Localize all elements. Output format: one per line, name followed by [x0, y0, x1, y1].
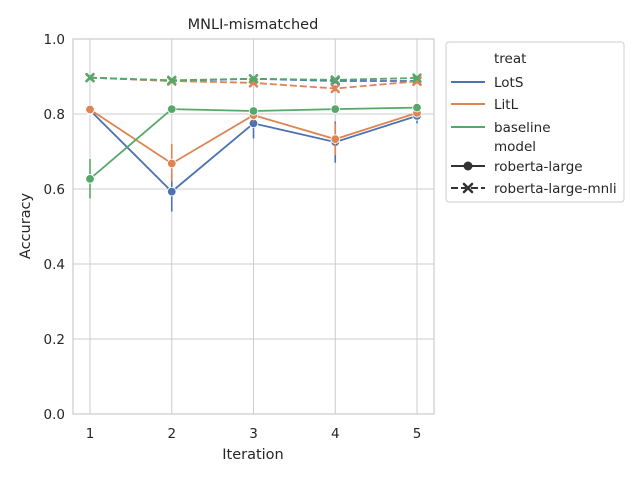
data-point-circle — [85, 104, 95, 115]
data-point-circle — [330, 104, 340, 114]
y-tick-label: 1.0 — [44, 32, 65, 48]
data-point-circle — [167, 186, 177, 197]
data-point-x — [248, 74, 259, 84]
y-axis-label: Accuracy — [18, 192, 34, 259]
legend-marker-circle — [463, 161, 473, 171]
data-point-x — [167, 75, 177, 85]
y-tick-label: 0.0 — [44, 407, 65, 423]
data-point-x — [330, 75, 340, 85]
legend-hue-title: treat — [494, 51, 526, 67]
legend-item-baseline: baseline — [494, 120, 551, 136]
data-point-circle — [412, 102, 422, 113]
y-tick-label: 0.6 — [44, 182, 65, 198]
data-point-circle — [330, 134, 340, 144]
x-tick-label: 5 — [413, 426, 422, 442]
series-baseline-roberta-large-mnli — [85, 72, 422, 85]
legend-item-roberta-large: roberta-large — [494, 159, 583, 175]
x-tick-label: 4 — [331, 426, 340, 442]
legend-marker-x — [462, 182, 474, 194]
plot-frame — [72, 38, 435, 415]
data-point-circle — [248, 106, 259, 116]
y-tick-label: 0.8 — [44, 107, 65, 123]
data-point-x — [412, 73, 422, 83]
data-point-x — [330, 83, 340, 94]
series-baseline-roberta-large — [85, 102, 422, 199]
legend-item-roberta-large-mnli: roberta-large-mnli — [494, 181, 617, 197]
x-tick-label: 3 — [249, 426, 258, 442]
legend-box — [445, 41, 625, 203]
data-point-circle — [167, 104, 177, 114]
x-axis-label: Iteration — [222, 447, 284, 463]
data-point-circle — [167, 158, 177, 169]
y-tick-label: 0.4 — [44, 257, 65, 273]
legend-item-litl: LitL — [494, 97, 519, 113]
y-axis: 0.0 0.2 0.4 0.6 0.8 1.0 — [44, 32, 65, 423]
legend-item-lots: LotS — [494, 75, 523, 91]
legend: treat LotS LitL baseline model roberta-l… — [445, 41, 625, 203]
data-point-x — [85, 72, 95, 83]
legend-style-title: model — [494, 139, 536, 155]
x-axis: 1 2 3 4 5 — [86, 426, 422, 442]
grid — [73, 38, 434, 415]
x-tick-label: 2 — [167, 426, 176, 442]
series-layer — [85, 72, 422, 212]
x-tick-label: 1 — [86, 426, 95, 442]
chart-title: MNLI-mismatched — [188, 17, 319, 33]
data-point-circle — [85, 174, 95, 184]
y-tick-label: 0.2 — [44, 332, 65, 348]
